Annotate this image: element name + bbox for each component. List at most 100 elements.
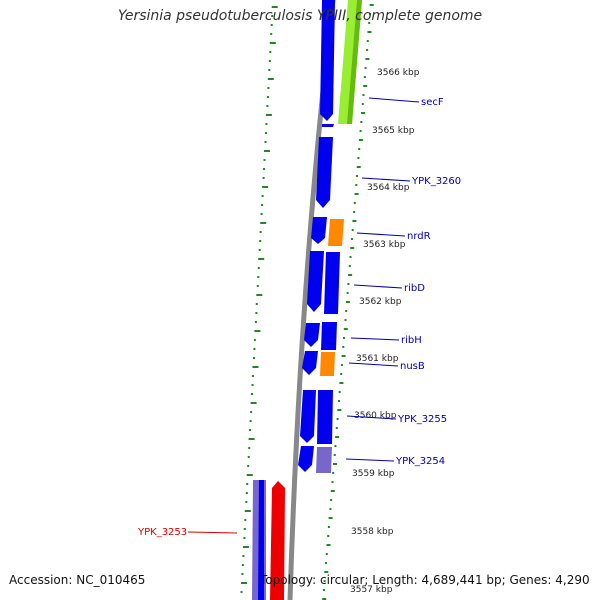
gc-dot [351, 238, 353, 240]
gc-dot [265, 114, 272, 116]
gene-ribD-rev [307, 251, 324, 312]
gc-dot [263, 168, 265, 170]
gc-dot [361, 103, 364, 105]
gc-dot [351, 229, 354, 231]
gc-dot [243, 528, 246, 530]
gc-dot [264, 141, 267, 143]
gc-dot [254, 330, 261, 332]
gc-dot [262, 177, 265, 179]
gc-dot [259, 240, 262, 242]
gc-dot [242, 546, 249, 548]
gc-dot [264, 150, 270, 152]
gc-dot [261, 195, 264, 197]
gc-dot [243, 537, 246, 539]
gc-dot [257, 267, 260, 269]
gc-skew-inner-track [240, 6, 278, 593]
gc-dot [325, 553, 328, 555]
gc-dot [337, 409, 342, 411]
gc-dot [361, 112, 365, 114]
gene-label-leader [350, 337, 400, 341]
gc-dot [253, 357, 255, 359]
gc-dot [332, 472, 335, 474]
gc-dot [242, 555, 245, 557]
gc-dot [336, 418, 339, 420]
gc-dot [251, 393, 253, 395]
gene-YPK_3255-fwd [317, 390, 333, 444]
gc-dot [249, 429, 252, 431]
gene-labels: secF YPK_3260 nrdR ribD ribH nusB YPK_3255 YPK_… [137, 97, 461, 538]
gc-dot [345, 310, 348, 312]
gc-dot [339, 382, 344, 384]
gc-dot [329, 508, 332, 510]
gc-dot [267, 78, 274, 80]
gc-dot [258, 258, 265, 260]
gc-dot [356, 166, 361, 168]
gene-label-nrdR: nrdR [407, 231, 431, 242]
gc-dot [248, 438, 255, 440]
gene-label-leader [368, 97, 420, 103]
gc-dot [363, 85, 368, 87]
gc-dot [333, 454, 336, 456]
accession-text: Accession: NC_010465 [9, 573, 146, 587]
gc-dot [326, 544, 331, 546]
gc-dot [255, 303, 258, 305]
gc-dot [245, 492, 248, 494]
gc-dot [347, 283, 350, 285]
gc-dot [253, 348, 256, 350]
gc-dot [360, 121, 363, 123]
gc-dot [249, 420, 252, 422]
gc-dot [357, 157, 360, 159]
gene-nusB [320, 352, 335, 376]
gc-dot [369, 4, 374, 6]
gc-dot [330, 499, 333, 501]
gc-dot [333, 463, 337, 465]
gene-YPK_3255-rev [300, 390, 316, 443]
gc-dot [340, 373, 343, 375]
gc-dot [267, 87, 270, 89]
gc-dot [265, 132, 267, 134]
gc-dot [367, 31, 372, 33]
gene-label-YPK_3253: YPK_3253 [137, 527, 187, 538]
gene-YPK_3260 [316, 137, 333, 208]
gc-dot [346, 292, 349, 294]
gc-dot [252, 366, 259, 368]
gc-dot [349, 256, 352, 258]
gc-dot [366, 40, 369, 42]
gc-dot [259, 231, 262, 233]
gc-dot [245, 501, 248, 503]
gc-dot [251, 384, 254, 386]
gc-dot [262, 186, 269, 188]
kbp-tick-label: 3560 kbp [354, 411, 397, 421]
gc-dot [271, 6, 278, 8]
gene-YPK_3253 [270, 481, 285, 600]
gene-label-secF: secF [421, 97, 444, 108]
gc-dot [327, 535, 330, 537]
gc-dot [348, 265, 351, 267]
gc-dot [323, 580, 326, 582]
kbp-tick-label: 3564 kbp [367, 183, 410, 193]
gene-label-YPK_3254: YPK_3254 [395, 456, 445, 467]
gene-ribD-fwd [324, 252, 340, 314]
gene-secF-shade [347, 0, 362, 124]
gc-content-outer-track [322, 4, 374, 600]
gc-dot [343, 337, 345, 339]
gene-label-leader [345, 458, 395, 462]
gc-dot [255, 312, 258, 314]
gc-dot [363, 76, 366, 78]
gene-label-YPK_3255: YPK_3255 [397, 414, 447, 425]
gene-label-YPK_3260: YPK_3260 [411, 176, 461, 187]
gc-dot [253, 339, 256, 341]
gc-dot [335, 436, 340, 438]
gc-dot [328, 517, 333, 519]
gc-dot [247, 465, 250, 467]
gc-dot [358, 148, 361, 150]
kbp-tick-label: 3562 kbp [359, 297, 402, 307]
gc-dot [331, 481, 334, 483]
gc-dot [343, 328, 348, 330]
gc-dot [352, 220, 357, 222]
kbp-tick-label: 3561 kbp [356, 354, 399, 364]
gc-dot [260, 222, 267, 224]
gene-label-leader [361, 177, 411, 182]
gc-dot [246, 474, 253, 476]
gene-YPK_3254-rev [298, 446, 314, 472]
